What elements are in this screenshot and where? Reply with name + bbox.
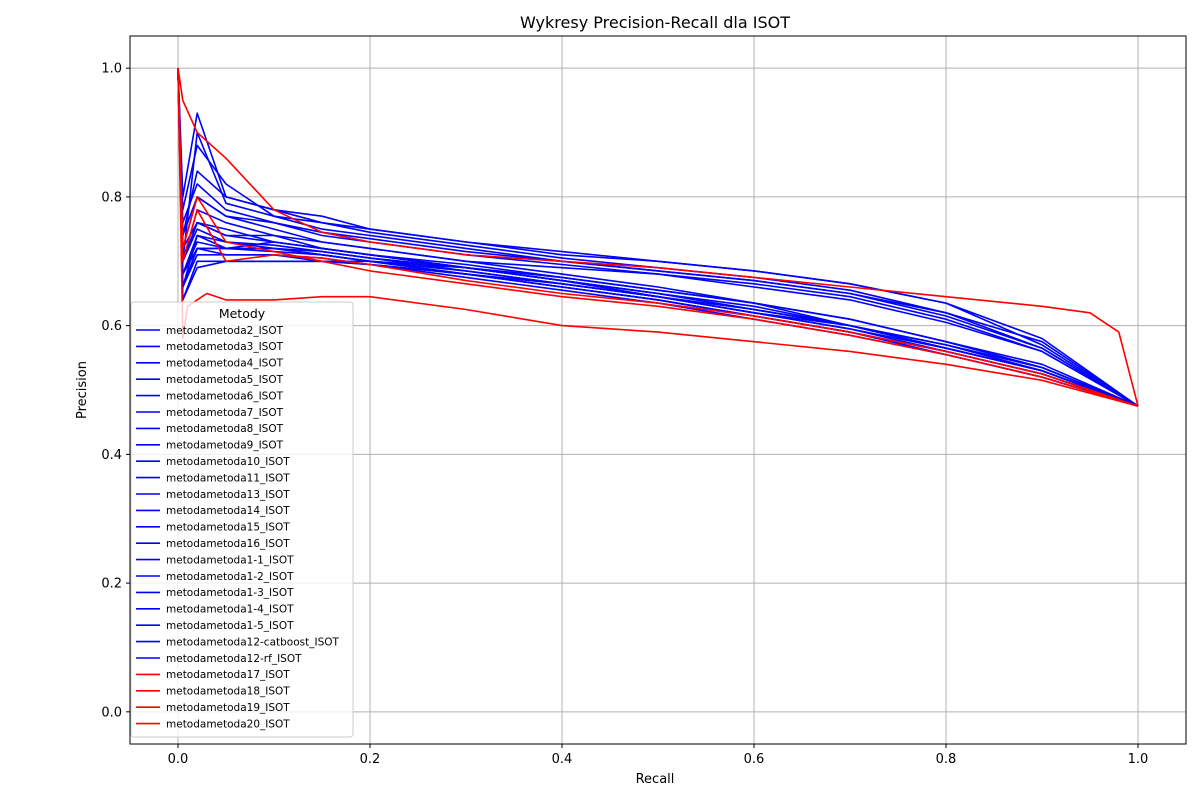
- series-line: [177, 68, 1139, 407]
- series-line: [177, 68, 1139, 407]
- legend-label: metodametoda6_ISOT: [166, 390, 284, 402]
- legend-label: metodametoda20_ISOT: [166, 718, 290, 730]
- legend-label: metodametoda1-2_ISOT: [166, 571, 294, 583]
- x-tick-label: 0.8: [936, 752, 957, 767]
- y-tick-label: 0.6: [101, 319, 122, 334]
- legend-entries: metodametoda2_ISOT metodametoda3_ISOTmeto…: [136, 325, 340, 730]
- x-tick-label: 0.0: [168, 752, 189, 767]
- y-tick-label: 1.0: [101, 62, 122, 77]
- series-line: [177, 68, 1139, 407]
- legend-title: Metody: [219, 306, 266, 321]
- legend-label: metodametoda1-1_ISOT: [166, 554, 294, 566]
- legend-label: metodametoda10_ISOT: [166, 456, 290, 468]
- series-line: [177, 68, 1139, 407]
- legend-label: metodametoda13_ISOT: [166, 489, 290, 501]
- y-tick-label: 0.8: [101, 190, 122, 205]
- series-lines: [177, 68, 1139, 407]
- x-axis-title: Recall: [636, 772, 675, 787]
- legend-label: metodametoda3_ISOT: [166, 341, 284, 353]
- legend: Metody metodametoda2_ISOT metodametoda3_I…: [130, 301, 354, 738]
- legend-label: metodametoda14_ISOT: [166, 505, 290, 517]
- x-tick-label: 0.4: [552, 752, 573, 767]
- legend-label: metodametoda12-catboost_ISOT: [166, 636, 340, 648]
- legend-label: metodametoda19_ISOT: [166, 702, 290, 714]
- legend-box: [130, 301, 354, 738]
- x-tick-label: 0.2: [360, 752, 381, 767]
- y-tick-label: 0.4: [101, 448, 122, 463]
- legend-label: metodametoda12-rf_ISOT: [166, 653, 302, 665]
- legend-label: metodametoda8_ISOT: [166, 423, 284, 435]
- legend-label: metodametoda5_ISOT: [166, 374, 284, 386]
- chart-title: Wykresy Precision-Recall dla ISOT: [520, 13, 790, 32]
- legend-label: metodametoda11_ISOT: [166, 472, 290, 484]
- series-line: [177, 68, 1139, 407]
- y-tick-label: 0.2: [101, 577, 122, 592]
- series-line: [177, 68, 1139, 407]
- legend-label: metodametoda17_ISOT: [166, 669, 290, 681]
- legend-label: metodametoda7_ISOT: [166, 407, 284, 419]
- y-tick-label: 0.0: [101, 705, 122, 720]
- x-tick-label: 0.6: [744, 752, 765, 767]
- series-line: [177, 68, 1139, 407]
- series-line: [177, 68, 1139, 407]
- legend-label: metodametoda2_ISOT: [166, 325, 284, 337]
- legend-label: metodametoda18_ISOT: [166, 686, 290, 698]
- legend-label: metodametoda1-4_ISOT: [166, 604, 294, 616]
- legend-label: metodametoda15_ISOT: [166, 522, 290, 534]
- legend-label: metodametoda4_ISOT: [166, 358, 284, 370]
- legend-label: metodametoda1-3_ISOT: [166, 587, 294, 599]
- y-axis-title: Precision: [75, 361, 90, 419]
- legend-label: metodametoda9_ISOT: [166, 440, 284, 452]
- legend-label: metodametoda1-5_ISOT: [166, 620, 294, 632]
- series-line: [177, 68, 1139, 407]
- legend-label: metodametoda16_ISOT: [166, 538, 290, 550]
- x-tick-label: 1.0: [1128, 752, 1149, 767]
- axis-ticks: 0.0 0.2 0.4 0.6 0.8 1.0 0.0 0.2 0.4 0.6 0.8 1.0: [101, 62, 1148, 767]
- series-line: [177, 68, 1139, 407]
- axes-frame: [129, 35, 1187, 745]
